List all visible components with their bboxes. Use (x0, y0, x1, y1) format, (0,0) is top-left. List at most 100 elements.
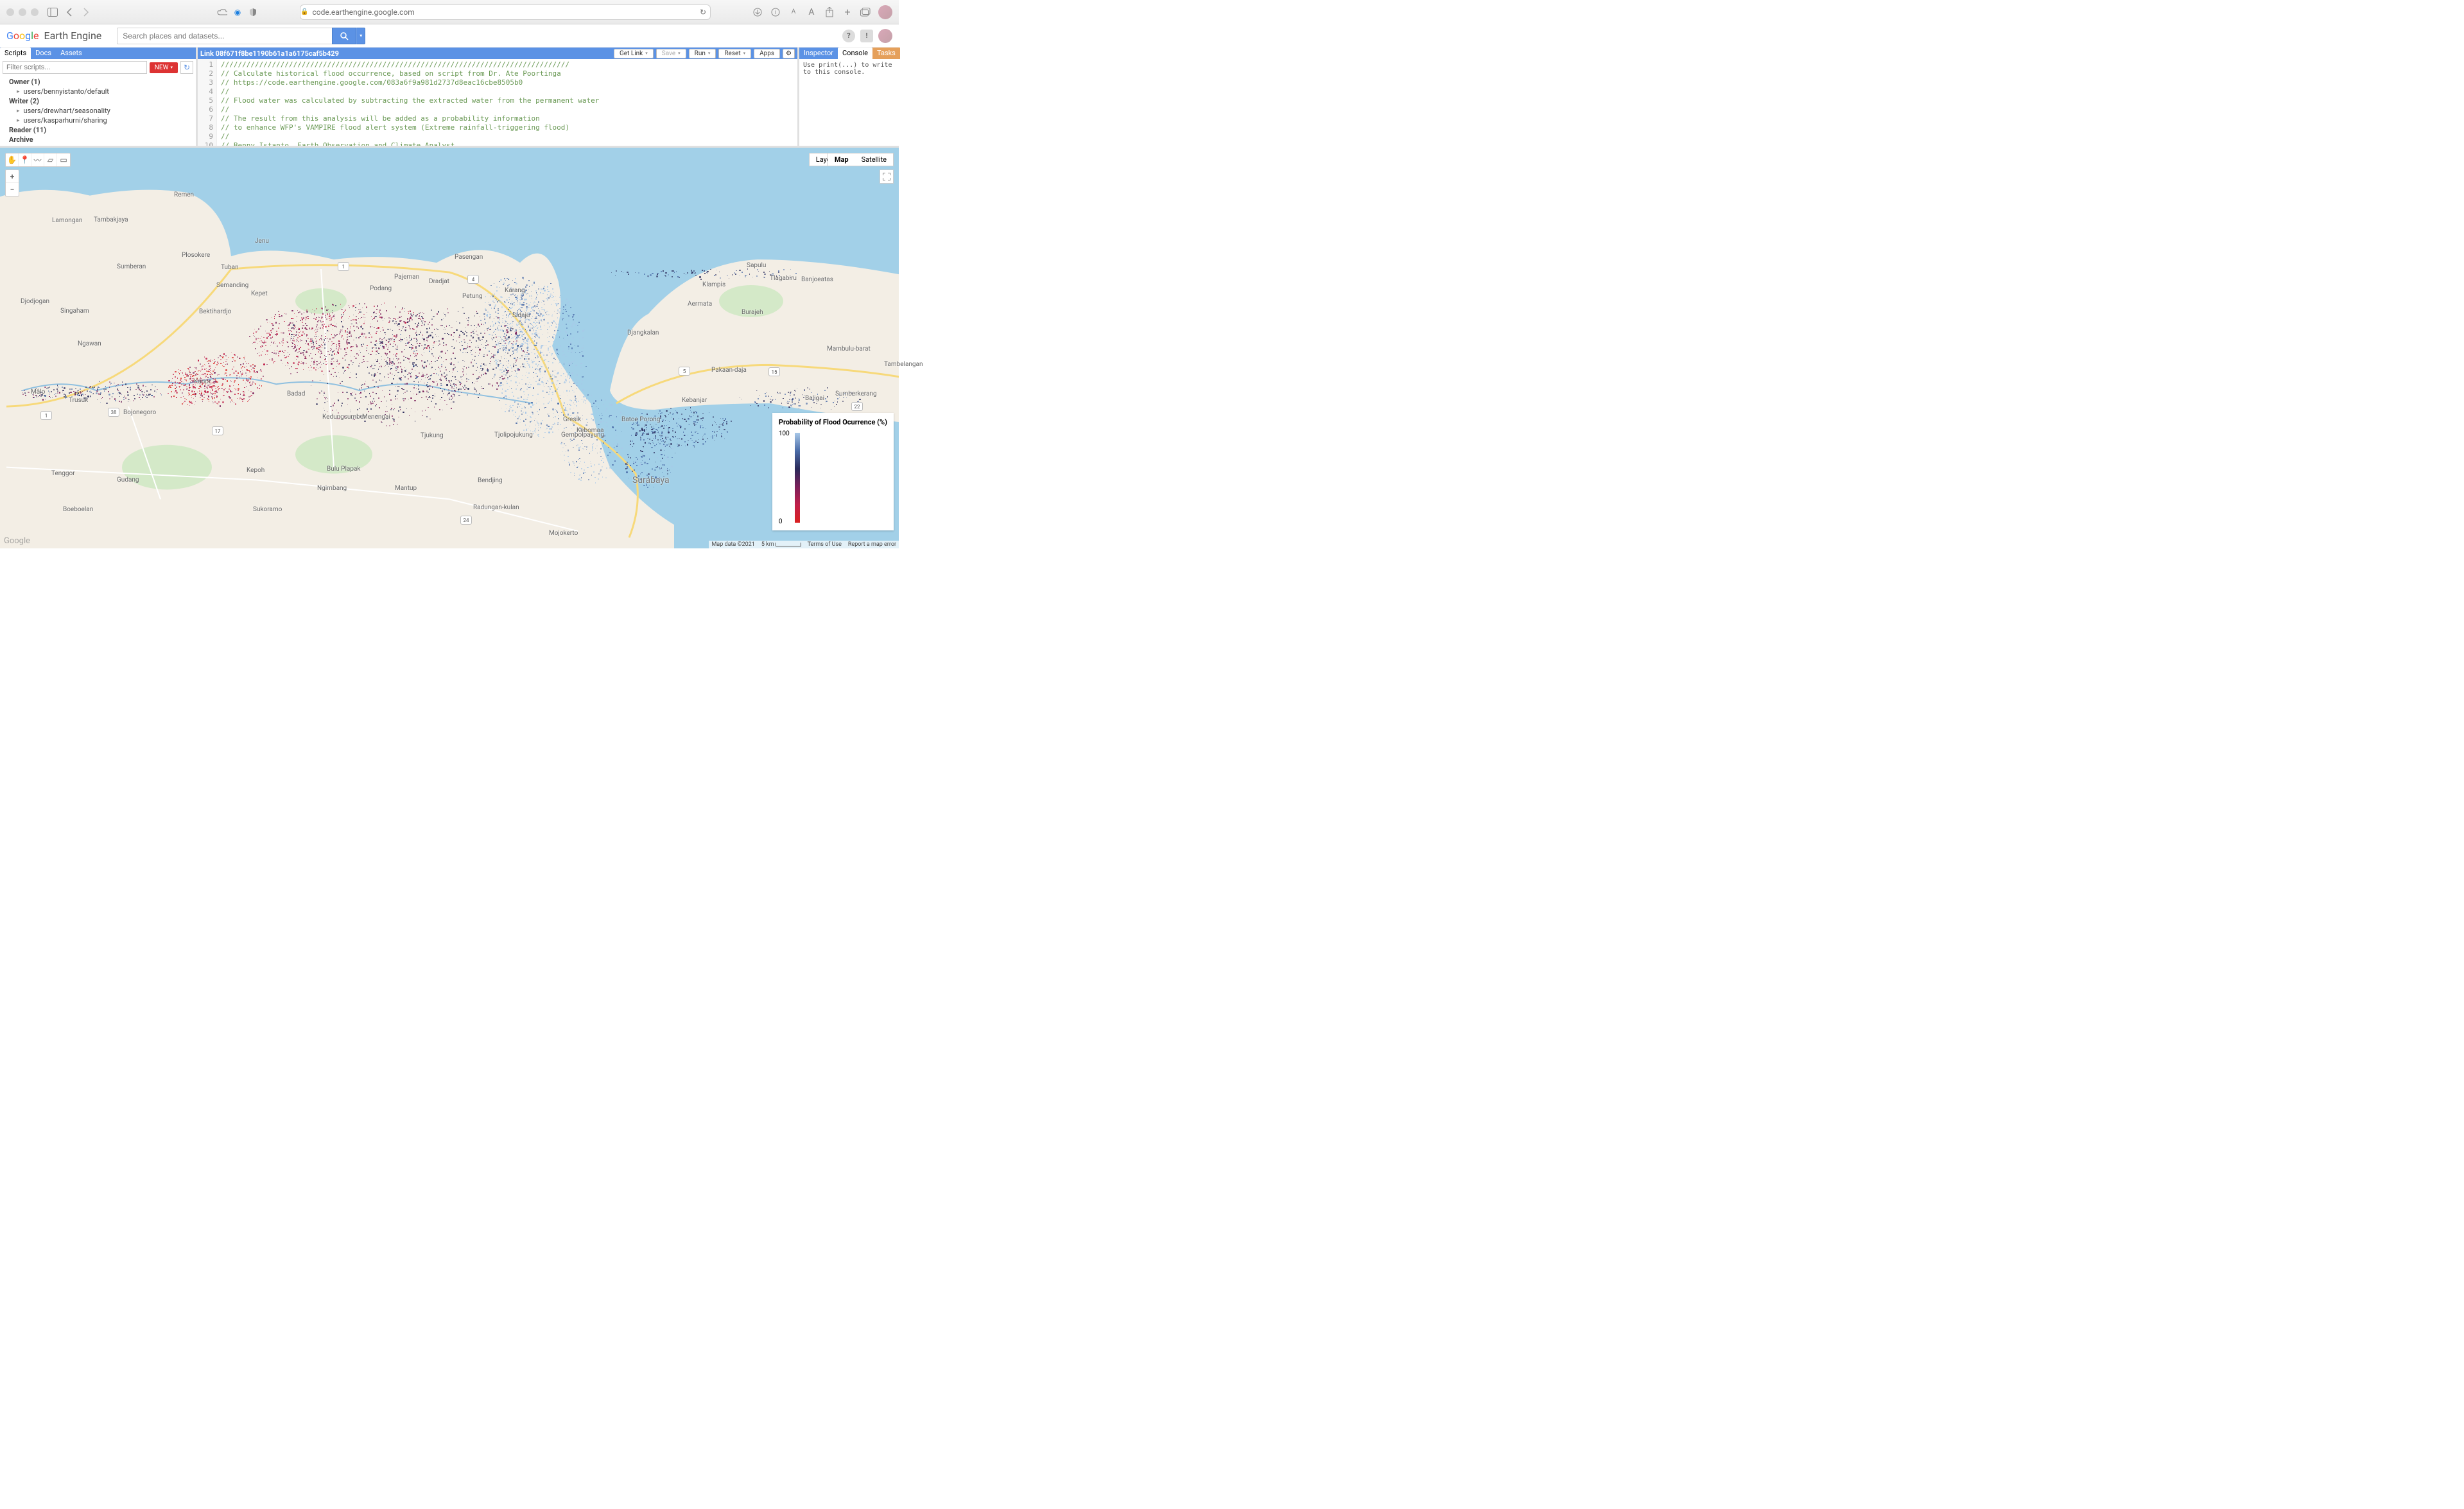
new-script-button[interactable]: NEW▾ (150, 62, 178, 73)
city-label: Tjolipojukung (494, 432, 533, 439)
cloud-icon[interactable] (217, 7, 227, 17)
city-label: Lamongan (52, 217, 82, 224)
map-type-map[interactable]: Map (828, 153, 855, 166)
tree-item[interactable]: Archive (0, 135, 196, 144)
save-button[interactable]: Save▾ (656, 49, 686, 58)
search-dropdown[interactable]: ▾ (356, 28, 365, 44)
svg-text:i: i (775, 10, 776, 16)
help-icon[interactable]: ? (842, 30, 855, 42)
city-label: Semanding (216, 282, 248, 289)
tree-item[interactable]: Owner (1) (0, 77, 196, 87)
back-icon[interactable] (64, 7, 74, 17)
city-label: Kanor (194, 378, 211, 385)
tab-scripts[interactable]: Scripts (0, 48, 31, 59)
text-size-small-icon[interactable]: A (788, 7, 799, 17)
tab-console[interactable]: Console (838, 48, 872, 59)
terms-link[interactable]: Terms of Use (808, 541, 842, 548)
console-output: Use print(...) to write to this console. (799, 59, 899, 146)
polygon-tool-icon[interactable]: ▱ (44, 153, 57, 166)
refresh-icon[interactable]: ↻ (700, 8, 706, 17)
share-icon[interactable] (824, 7, 835, 17)
minimize-window-icon[interactable] (19, 8, 26, 16)
city-label: Sumberkerang (835, 390, 877, 397)
flood-layer (0, 148, 899, 548)
text-size-large-icon[interactable]: A (806, 7, 817, 17)
tree-item[interactable]: ▸users/drewhart/seasonality (0, 106, 196, 116)
city-label: Sidaju (512, 312, 530, 319)
maximize-window-icon[interactable] (31, 8, 39, 16)
tree-item[interactable]: Writer (2) (0, 96, 196, 106)
shield-blue-icon[interactable]: ◉ (232, 7, 243, 17)
route-shield: 5 (679, 367, 690, 376)
city-label: Menengai (362, 414, 390, 421)
code-content[interactable]: ////////////////////////////////////////… (217, 59, 797, 146)
city-label: Djodjogan (21, 298, 49, 305)
gee-header: Google Earth Engine ▾ ? ! (0, 24, 899, 48)
point-tool-icon[interactable]: 📍 (19, 153, 31, 166)
line-tool-icon[interactable]: 〰 (31, 153, 44, 166)
rect-tool-icon[interactable]: ▭ (57, 153, 70, 166)
tabs-icon[interactable] (860, 7, 871, 17)
fullscreen-button[interactable] (880, 170, 894, 184)
city-label: Remen (174, 191, 194, 198)
city-label: Burajeh (742, 309, 763, 316)
forward-icon[interactable] (81, 7, 91, 17)
zoom-out-button[interactable]: − (6, 183, 19, 196)
city-label: Sapulu (747, 262, 766, 269)
url-bar[interactable]: 🔒 code.earthengine.google.com ↻ (300, 4, 711, 20)
city-label: Singaham (60, 308, 89, 315)
filter-scripts-input[interactable] (3, 61, 147, 74)
feedback-icon[interactable]: ! (860, 30, 873, 42)
map-type-satellite[interactable]: Satellite (855, 153, 893, 166)
city-label: Boeboelan (63, 506, 93, 513)
route-shield: 22 (851, 402, 863, 411)
map-type-toggle: Map Satellite (828, 153, 894, 166)
tree-item[interactable]: Reader (11) (0, 125, 196, 135)
attribution-data: Map data ©2021 (711, 541, 754, 548)
tab-assets[interactable]: Assets (56, 48, 87, 59)
city-label: Podang (370, 285, 392, 292)
code-editor[interactable]: 123456789101112131415 //////////////////… (198, 59, 797, 146)
city-label: Klampis (702, 281, 725, 288)
legend-max: 100 (779, 430, 790, 437)
browser-chrome: ◉ 🔒 code.earthengine.google.com ↻ i A A … (0, 0, 899, 24)
apps-button[interactable]: Apps (754, 49, 780, 58)
city-label: Plosokere (182, 252, 210, 259)
download-icon[interactable] (752, 7, 763, 17)
tree-item[interactable]: ▸users/bennyistanto/default (0, 87, 196, 96)
script-link-label: Link 08f671f8be1190b61a1a6175caf5b429 (200, 49, 339, 58)
refresh-scripts-button[interactable]: ↻ (180, 61, 193, 74)
close-window-icon[interactable] (6, 8, 14, 16)
search-button[interactable] (332, 28, 356, 44)
editor-panel: Link 08f671f8be1190b61a1a6175caf5b429 Ge… (198, 48, 799, 146)
tab-tasks[interactable]: Tasks (872, 48, 900, 59)
hand-tool-icon[interactable]: ✋ (6, 153, 19, 166)
info-icon[interactable]: i (770, 7, 781, 17)
reset-button[interactable]: Reset▾ (718, 49, 751, 58)
privacy-shield-icon[interactable] (248, 7, 258, 17)
zoom-in-button[interactable]: + (6, 170, 19, 183)
city-label: Bendjing (478, 477, 503, 484)
user-avatar[interactable] (878, 5, 892, 19)
gee-logo[interactable]: Google Earth Engine (6, 30, 101, 42)
city-label: Petung (462, 293, 482, 300)
tab-inspector[interactable]: Inspector (799, 48, 838, 59)
gee-avatar[interactable] (878, 29, 892, 43)
city-label: Pakaan-daja (711, 367, 747, 374)
search-input[interactable] (117, 28, 332, 44)
new-tab-icon[interactable]: + (842, 7, 853, 17)
map-draw-tools: ✋ 📍 〰 ▱ ▭ (5, 153, 71, 167)
zoom-control: + − (5, 170, 19, 196)
report-link[interactable]: Report a map error (848, 541, 896, 548)
editor-settings-button[interactable]: ⚙ (783, 49, 795, 58)
sidebar-toggle-icon[interactable] (48, 7, 58, 17)
city-label: Kepet (251, 290, 268, 297)
get-link-button[interactable]: Get Link▾ (614, 49, 654, 58)
city-label: Sukoramo (253, 506, 282, 513)
tab-docs[interactable]: Docs (31, 48, 56, 59)
run-button[interactable]: Run▾ (689, 49, 716, 58)
tree-item[interactable]: ▸users/kasparhurni/sharing (0, 116, 196, 125)
city-label: Pajeman (394, 274, 419, 281)
legend-min: 0 (779, 518, 790, 525)
map[interactable]: SurabayaTubanLamonganTambakjayaRemenJenu… (0, 146, 899, 548)
